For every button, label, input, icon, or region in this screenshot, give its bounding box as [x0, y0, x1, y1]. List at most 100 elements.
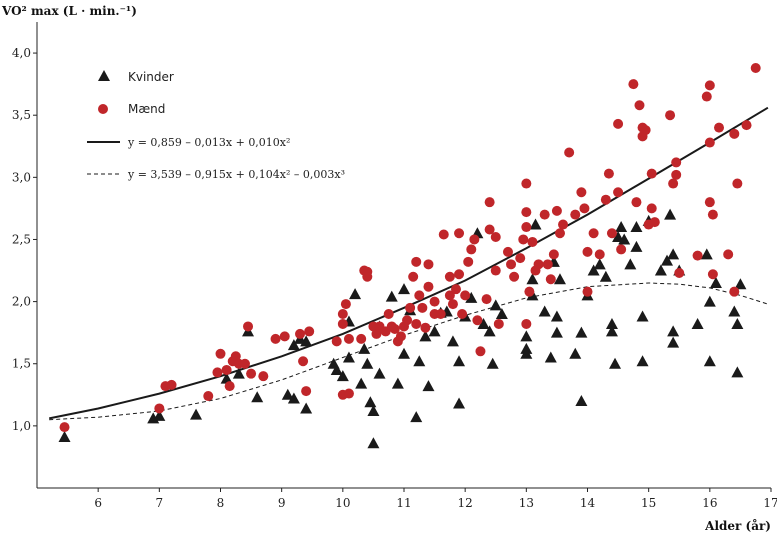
kvinder-point-83 — [661, 254, 674, 266]
maend-point-65 — [463, 256, 474, 267]
y-tick-label-1: 1,0 — [12, 419, 31, 433]
maend-point-100 — [582, 246, 593, 257]
kvinder-point-24 — [367, 404, 380, 416]
y-tick-label-2: 2,0 — [12, 295, 31, 309]
kvinder-point-63 — [569, 347, 582, 359]
kvinder-point-11 — [287, 339, 300, 351]
kvinder-point-72 — [609, 357, 622, 369]
x-tick-label-17: 17 — [763, 496, 777, 510]
maend-point-80 — [518, 234, 529, 245]
kvinder-point-95 — [731, 317, 744, 329]
maend-point-93 — [551, 205, 562, 216]
maend-point-50 — [420, 322, 431, 333]
maend-point-47 — [411, 318, 422, 329]
kvinder-point-17 — [342, 351, 355, 363]
kvinder-point-70 — [605, 317, 618, 329]
maend-point-96 — [564, 147, 575, 158]
kvinder-point-77 — [630, 240, 643, 252]
legend-item-maend: Mænd — [98, 102, 165, 116]
maend-point-85 — [521, 318, 532, 329]
kvinder-point-29 — [391, 377, 404, 389]
kvinder-point-71 — [605, 325, 618, 337]
maend-point-97 — [570, 209, 581, 220]
maend-point-14 — [246, 368, 257, 379]
maend-point-8 — [224, 381, 235, 392]
maend-point-109 — [616, 244, 627, 255]
x-tick-label-16: 16 — [702, 496, 717, 510]
kvinder-point-54 — [526, 273, 539, 285]
maend-point-19 — [304, 326, 315, 337]
maend-point-134 — [729, 128, 740, 139]
x-tick-label-11: 11 — [396, 496, 411, 510]
kvinder-point-21 — [358, 342, 371, 354]
maend-point-95 — [558, 219, 569, 230]
maend-point-4 — [203, 391, 214, 402]
kvinder-point-34 — [413, 355, 426, 367]
legend-circle-marker — [98, 104, 108, 114]
maend-point-16 — [270, 333, 281, 344]
kvinder-point-2 — [153, 409, 166, 421]
kvinder-point-46 — [477, 317, 490, 329]
legend-label-maend: Mænd — [128, 102, 165, 116]
maend-point-90 — [542, 259, 553, 270]
kvinder-point-92 — [703, 355, 716, 367]
maend-point-126 — [701, 91, 712, 102]
maend-point-131 — [707, 269, 718, 280]
maend-point-53 — [429, 296, 440, 307]
x-tick-label-10: 10 — [335, 496, 350, 510]
kvinder-point-64 — [575, 395, 588, 407]
maend-point-98 — [576, 187, 587, 198]
x-tick-label-7: 7 — [156, 496, 164, 510]
x-tick-label-9: 9 — [278, 496, 286, 510]
maend-point-88 — [533, 259, 544, 270]
maend-point-130 — [707, 209, 718, 220]
maend-point-56 — [438, 229, 449, 240]
maend-point-68 — [472, 315, 483, 326]
maend-point-32 — [362, 266, 373, 277]
maend-point-25 — [343, 388, 354, 399]
maend-point-67 — [469, 234, 480, 245]
kvinder-point-96 — [731, 366, 744, 378]
maend-point-102 — [588, 228, 599, 239]
legend-label-cubic-fit: y = 3,539 – 0,915x + 0,104x² – 0,003x³ — [127, 168, 345, 181]
kvinder-point-9 — [287, 392, 300, 404]
kvinder-point-33 — [410, 411, 423, 423]
tick-marks: 6 7 8 9 10 11 12 13 14 15 16 17 1,0 1,5 2,0 2,5 3,0 3,5 4,… — [12, 46, 777, 510]
kvinder-point-75 — [618, 233, 631, 245]
maend-point-55 — [435, 309, 446, 320]
x-tick-label-15: 15 — [641, 496, 656, 510]
maend-point-110 — [628, 79, 639, 90]
maend-point-70 — [481, 294, 492, 305]
maend-point-84 — [524, 286, 535, 297]
maend-point-104 — [600, 194, 611, 205]
maend-point-3 — [166, 379, 177, 390]
maend-point-83 — [521, 222, 532, 233]
legend-item-kvinder: Kvinder — [98, 70, 174, 84]
kvinder-point-74 — [615, 221, 628, 233]
kvinder-point-87 — [667, 336, 680, 348]
maend-point-76 — [502, 246, 513, 257]
kvinder-point-35 — [419, 330, 432, 342]
maend-point-108 — [613, 118, 624, 129]
kvinder-point-67 — [587, 264, 600, 276]
kvinder-point-8 — [281, 388, 294, 400]
x-tick-label-14: 14 — [580, 496, 596, 510]
maend-point-118 — [646, 168, 657, 179]
kvinder-point-60 — [550, 310, 563, 322]
maend-point-136 — [729, 286, 740, 297]
legend-item-quadratic-fit: y = 0,859 – 0,013x + 0,010x² — [87, 136, 290, 149]
kvinder-point-40 — [446, 335, 459, 347]
maend-point-82 — [521, 207, 532, 218]
maend-point-71 — [484, 224, 495, 235]
legend: Kvinder Mænd y = 0,859 – 0,013x + 0,010x… — [87, 70, 345, 181]
maend-point-111 — [631, 197, 642, 208]
maend-point-60 — [450, 284, 461, 295]
kvinder-point-47 — [483, 325, 496, 337]
kvinder-point-23 — [364, 396, 377, 408]
x-tick-label-8: 8 — [217, 496, 225, 510]
kvinder-point-79 — [636, 310, 649, 322]
kvinder-point-4 — [220, 372, 233, 384]
x-tick-label-6: 6 — [94, 496, 102, 510]
legend-label-kvinder: Kvinder — [128, 70, 174, 84]
maend-point-28 — [337, 309, 348, 320]
